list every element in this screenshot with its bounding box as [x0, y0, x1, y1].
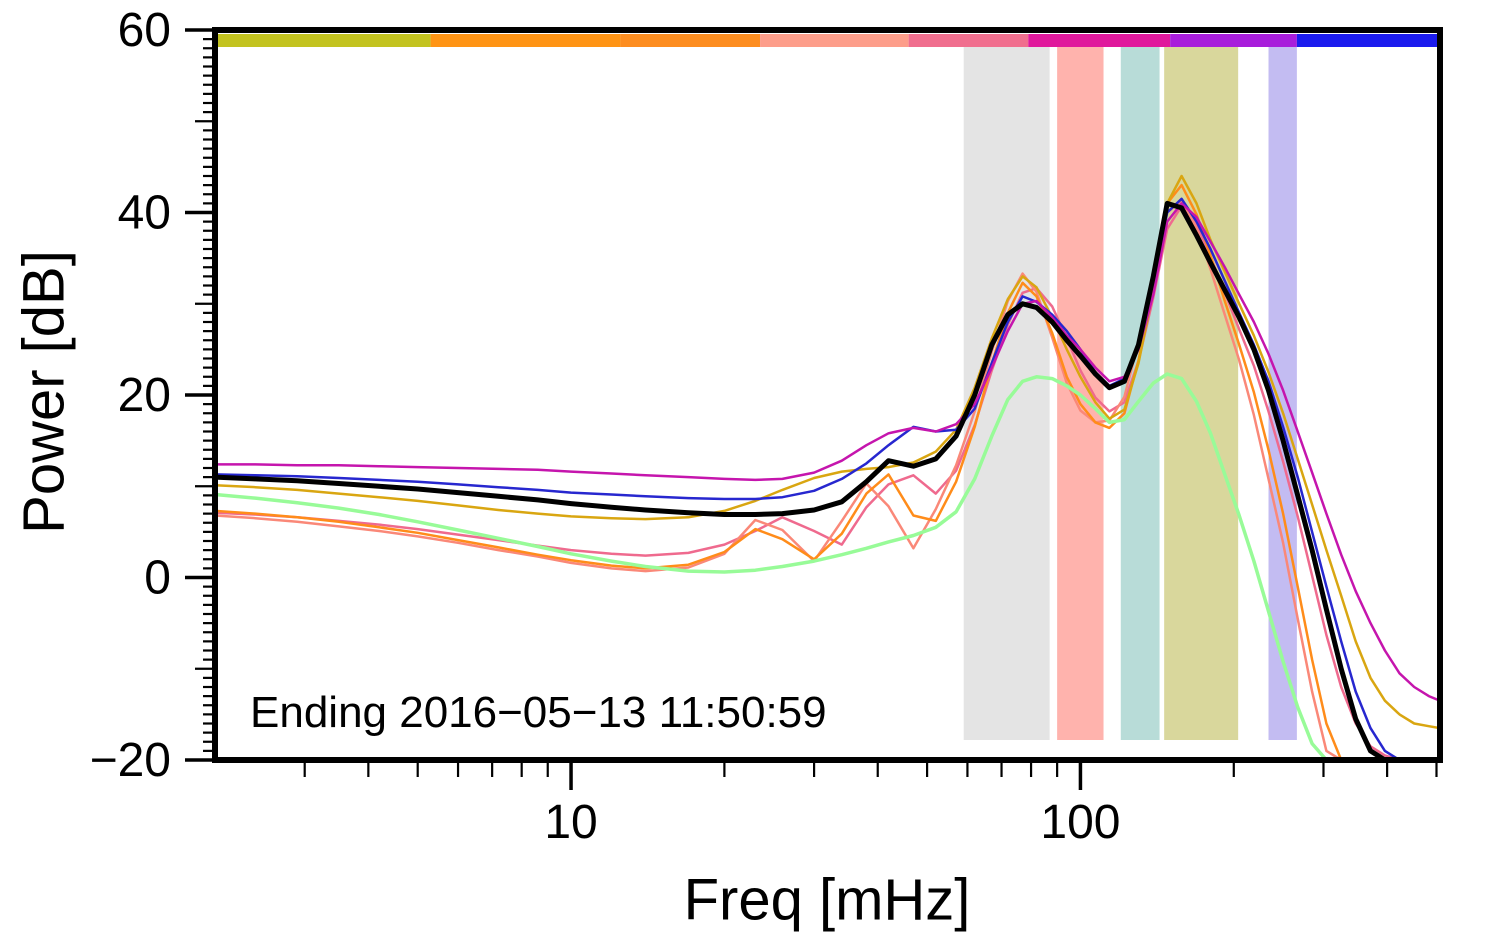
- time-color-segment-4: [760, 34, 909, 47]
- x-tick-label: 10: [544, 796, 597, 849]
- time-color-segment-6: [1028, 34, 1171, 47]
- spectrum-blue: [215, 197, 1440, 760]
- spectra-curves: [215, 174, 1440, 760]
- spectrum-magenta: [215, 202, 1440, 702]
- y-axis-ticks: [185, 28, 212, 762]
- y-tick-label: −20: [90, 734, 171, 787]
- spectrum-gold: [215, 174, 1440, 730]
- band-gray: [963, 47, 1050, 740]
- spectrum-pink: [215, 204, 1440, 760]
- y-tick-label: 40: [118, 187, 171, 240]
- y-tick-label: 20: [118, 369, 171, 422]
- x-axis-ticks: [303, 763, 1438, 790]
- ending-timestamp: Ending 2016−05−13 11:50:59: [250, 688, 827, 737]
- x-tick-label: 100: [1040, 796, 1120, 849]
- time-color-segment-7: [1170, 34, 1297, 47]
- y-axis-title: Power [dB]: [11, 250, 77, 534]
- time-color-bar: [215, 34, 1440, 47]
- spectrum-lightgreen: [215, 372, 1440, 760]
- y-tick-label: 0: [144, 552, 171, 605]
- time-color-segment-1: [215, 34, 431, 47]
- time-color-segment-2: [430, 34, 621, 47]
- x-axis-title: Freq [mHz]: [683, 867, 971, 933]
- spectrum-mean: [215, 200, 1440, 760]
- time-color-segment-3: [620, 34, 761, 47]
- time-color-segment-5: [908, 34, 1029, 47]
- plot-frame: [212, 27, 1443, 763]
- y-tick-label: 60: [118, 4, 171, 57]
- time-color-segment-8: [1296, 34, 1440, 47]
- band-olive: [1164, 47, 1239, 740]
- spectrum-orange: [215, 183, 1440, 760]
